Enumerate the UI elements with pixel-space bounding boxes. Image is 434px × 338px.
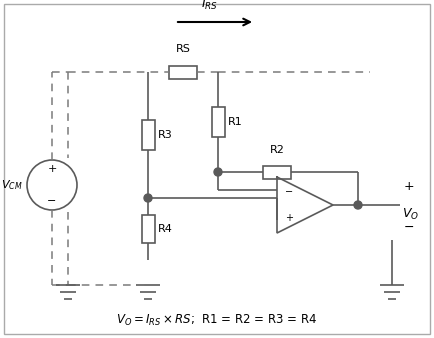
Bar bbox=[211, 107, 224, 137]
Text: RS: RS bbox=[176, 44, 191, 54]
Text: +: + bbox=[47, 164, 57, 174]
Text: $V_O = I_{RS} \times RS$;  R1 = R2 = R3 = R4: $V_O = I_{RS} \times RS$; R1 = R2 = R3 =… bbox=[116, 312, 318, 328]
Text: $I_{RS}$: $I_{RS}$ bbox=[201, 0, 219, 12]
Text: +: + bbox=[285, 213, 293, 223]
Text: R2: R2 bbox=[270, 145, 284, 155]
Circle shape bbox=[354, 201, 362, 209]
Text: R1: R1 bbox=[228, 117, 243, 127]
Bar bbox=[263, 166, 291, 178]
Text: −: − bbox=[285, 187, 293, 197]
Text: $V_O$: $V_O$ bbox=[402, 207, 419, 222]
Text: R4: R4 bbox=[158, 224, 173, 234]
Circle shape bbox=[214, 168, 222, 176]
Text: −: − bbox=[47, 196, 57, 206]
Bar bbox=[169, 66, 197, 78]
Text: +: + bbox=[404, 180, 414, 193]
Circle shape bbox=[144, 194, 152, 202]
Bar bbox=[141, 120, 155, 150]
Bar bbox=[141, 215, 155, 243]
Text: −: − bbox=[404, 220, 414, 234]
Text: R3: R3 bbox=[158, 130, 173, 140]
Text: $V_{CM}$: $V_{CM}$ bbox=[1, 178, 23, 192]
